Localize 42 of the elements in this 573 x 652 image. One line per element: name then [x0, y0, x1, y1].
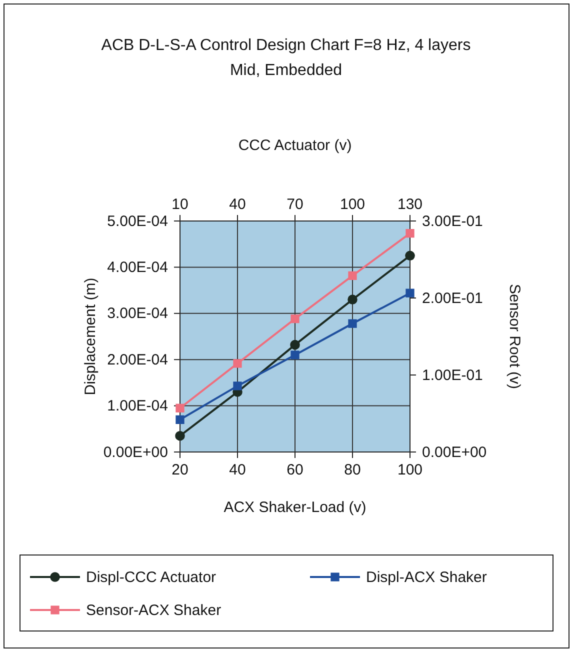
- x-tick-label: 80: [344, 462, 361, 479]
- point: [233, 359, 242, 368]
- chart-title: ACB D-L-S-A Control Design Chart F=8 Hz, 4 layers Mid, Embedded: [101, 37, 471, 79]
- x2-tick-label: 100: [340, 196, 366, 213]
- y2-tick-label: 1.00E-01: [422, 366, 483, 384]
- y-tick-label: 0.00E+00: [103, 444, 168, 461]
- point: [233, 382, 242, 390]
- y2-tick-label: 2.00E-01: [422, 290, 483, 307]
- x-axis-title: ACX Shaker-Load (v): [224, 499, 366, 516]
- y-tick-label: 1.00E-04: [107, 398, 168, 415]
- x2-tick-label: 70: [286, 196, 304, 213]
- x2-tick-label: 10: [172, 196, 188, 213]
- point: [290, 350, 300, 360]
- point: [348, 319, 357, 328]
- point: [406, 288, 414, 298]
- x-tick-label: 40: [229, 462, 246, 479]
- y2-tick-label: 0.00E+00: [422, 444, 487, 461]
- y-axis-title: Displacement (m): [82, 278, 99, 396]
- x2-axis-title: CCC Actuator (v): [238, 137, 352, 154]
- x2-tick-label: 130: [397, 196, 423, 213]
- y-tick-label: 3.00E-04: [107, 305, 168, 322]
- point: [290, 314, 300, 324]
- y-tick-label: 2.00E-04: [107, 351, 168, 368]
- x-tick-label: 20: [172, 462, 188, 479]
- y2-axis-title: Sensor Root (v): [506, 284, 523, 390]
- point: [176, 415, 184, 424]
- x-tick-label: 60: [286, 462, 304, 479]
- legend-label: Displ-CCC Actuator: [86, 569, 216, 586]
- legend-label: Sensor-ACX Shaker: [86, 602, 222, 619]
- point: [406, 228, 414, 238]
- y2-tick-label: 3.00E-01: [422, 212, 483, 230]
- point: [176, 404, 184, 412]
- point: [175, 430, 185, 441]
- point: [290, 340, 300, 350]
- x2-tick-label: 40: [229, 196, 246, 213]
- point: [405, 250, 415, 261]
- y-tick-label: 5.00E-04: [107, 212, 168, 230]
- legend-label: Displ-ACX Shaker: [366, 569, 487, 586]
- point: [348, 271, 357, 280]
- x-tick-label: 100: [397, 462, 423, 479]
- y-tick-label: 4.00E-04: [107, 259, 168, 276]
- point: [348, 294, 358, 304]
